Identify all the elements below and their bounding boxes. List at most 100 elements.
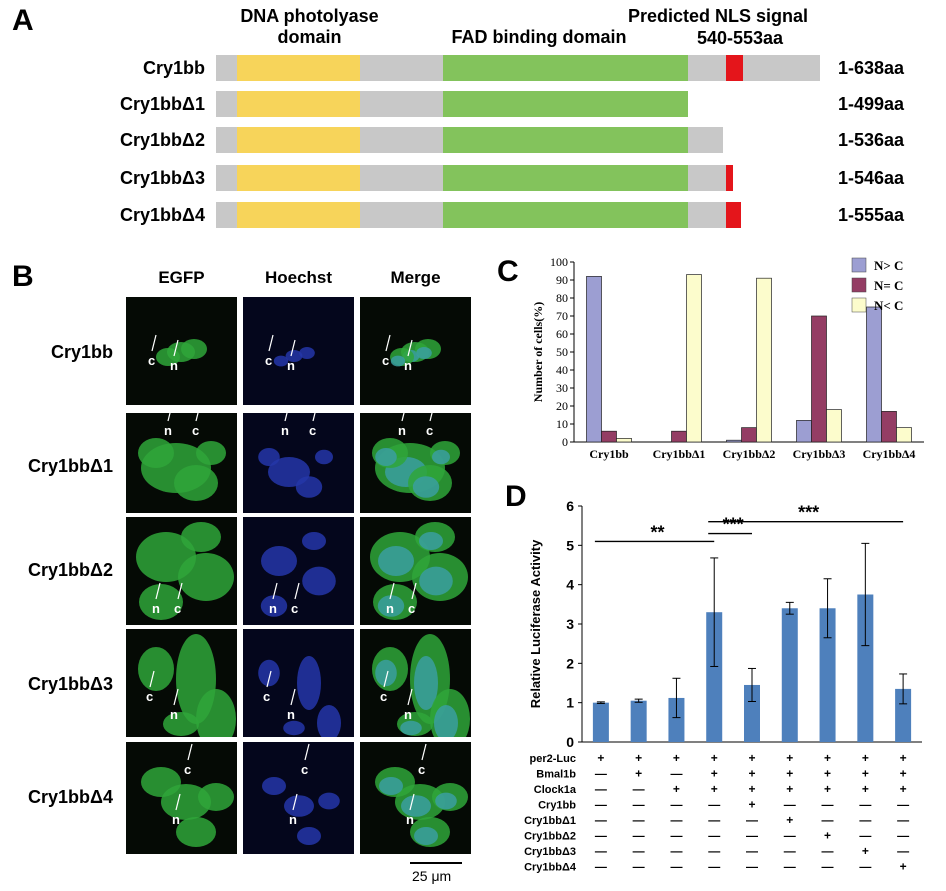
chart-d-condition-label: Cry1bbΔ1 [524,815,576,827]
construct-label: Cry1bb [142,58,205,78]
chart-c-bar [756,277,772,443]
micrograph-row-label: Cry1bbΔ4 [28,787,113,807]
chart-d-condition-sign: + [862,782,869,796]
chart-d-condition-sign: — [633,782,645,796]
chart-d-bar [630,700,647,742]
svg-text:c: c [192,423,199,438]
chart-d-condition-sign: — [859,798,871,812]
chart-c-legend-label: N< C [874,298,903,313]
chart-d-condition-label: Cry1bb [538,800,576,812]
photolyase-domain [236,127,360,153]
chart-d-condition-sign: + [635,767,642,781]
chart-c-ytick-label: 10 [556,417,568,431]
svg-text:c: c [309,423,316,438]
chart-d-condition-sign: — [822,860,834,874]
svg-text:n: n [404,707,412,722]
chart-d-condition-sign: — [897,798,909,812]
nls-signal [726,55,744,81]
chart-d-condition-sign: — [708,829,720,843]
chart-c-bar [616,438,632,443]
scale-bar-label: 25 μm [412,868,452,884]
svg-text:c: c [301,762,308,777]
chart-d-condition-sign: — [595,767,607,781]
chart-c-legend-swatch [851,297,867,313]
scale-bar [410,862,462,864]
chart-d-ytick-label: 0 [566,734,574,750]
chart-d-bar [819,608,836,742]
construct-label: Cry1bbΔ3 [120,168,205,188]
chart-d-condition-label: Cry1bbΔ2 [524,831,576,843]
chart-c-legend-label: N> C [874,258,903,273]
chart-c-ylabel: Number of cells(%) [531,302,545,402]
chart-c-bar [686,274,702,443]
photolyase-domain [236,55,360,81]
svg-text:n: n [398,423,406,438]
svg-text:n: n [170,707,178,722]
chart-d-condition-sign: — [784,860,796,874]
construct-length: 1-536aa [838,130,905,150]
svg-text:c: c [174,601,181,616]
svg-text:c: c [265,353,272,368]
photolyase-domain [236,91,360,117]
chart-d-bar [744,684,760,742]
chart-d-condition-sign: + [711,782,718,796]
nls-range: 540-553aa [696,28,784,48]
chart-c-bar [726,439,742,443]
chart-d-condition-sign: + [900,782,907,796]
fad-domain [443,91,688,117]
chart-d-bar [857,594,874,742]
chart-d-condition-sign: + [900,860,907,874]
chart-c-ytick-label: 0 [562,435,568,449]
panel-b-letter: B [12,260,34,293]
chart-d-condition-sign: + [786,767,793,781]
chart-d-condition-sign: + [786,782,793,796]
chart-c-category-label: Cry1bb [589,447,629,461]
svg-text:n: n [152,601,160,616]
chart-d-condition-sign: + [786,813,793,827]
chart-d-condition-sign: + [824,782,831,796]
chart-c-legend-label: N= C [874,278,903,293]
chart-c-ytick-label: 80 [556,291,568,305]
chart-d-condition-sign: + [900,751,907,765]
chart-d-condition-sign: — [859,860,871,874]
chart-c-ytick-label: 70 [556,309,568,323]
chart-d-condition-sign: + [597,751,604,765]
svg-text:c: c [146,689,153,704]
chart-d-condition-sign: — [897,844,909,858]
chart-d-condition-sign: — [897,829,909,843]
chart-c: Number of cells(%) 0 10 20 30 40 50 60 70 80 90 100… [531,255,924,461]
svg-text:n: n [164,423,172,438]
chart-d-condition-sign: — [670,844,682,858]
svg-text:n: n [172,812,180,827]
construct-label: Cry1bbΔ1 [120,94,205,114]
chart-d-significance-label: *** [723,515,744,535]
construct-label: Cry1bbΔ4 [120,205,205,225]
fad-domain [443,127,688,153]
chart-d-condition-sign: — [670,798,682,812]
fad-domain [443,202,688,228]
nls-signal [726,165,733,191]
chart-d-condition-label: Cry1bbΔ3 [524,846,576,858]
panel-a-letter: A [12,4,34,37]
chart-d-condition-sign: + [711,751,718,765]
chart-d-condition-label: Cry1bbΔ4 [524,862,577,874]
chart-c-bar [881,411,897,443]
chart-c-ytick-label: 30 [556,381,568,395]
chart-c-bar [811,315,827,443]
construct-length: 1-555aa [838,205,905,225]
panel-c-letter: C [497,255,519,288]
svg-text:n: n [281,423,289,438]
chart-d-condition-sign: + [862,767,869,781]
chart-d-condition-sign: — [708,813,720,827]
chart-d-bar [706,612,723,742]
chart-d-condition-sign: — [633,860,645,874]
chart-d-condition-sign: — [897,813,909,827]
